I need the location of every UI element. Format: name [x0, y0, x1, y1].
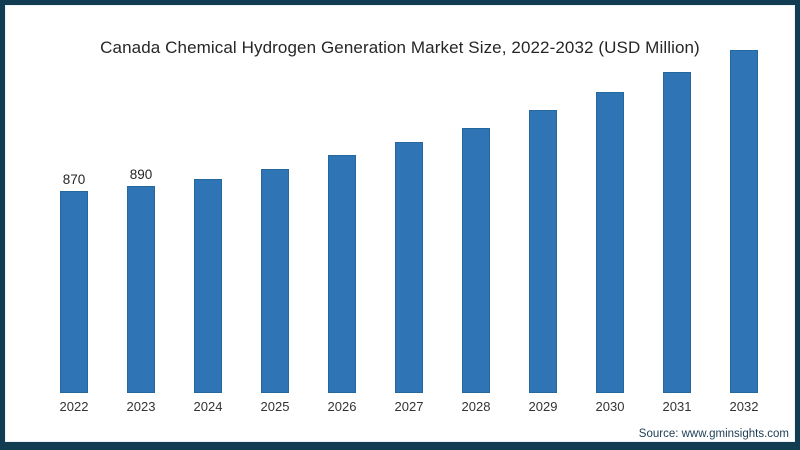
x-axis-label: 2029	[528, 399, 558, 414]
bar-column	[462, 128, 490, 393]
bar-column	[663, 72, 691, 393]
bar-column	[194, 179, 222, 393]
bar-2023	[127, 186, 155, 393]
bar-2026	[328, 155, 356, 393]
bar-2022	[60, 191, 88, 393]
bar-2029	[529, 110, 557, 393]
bar-column	[596, 92, 624, 393]
bar-2024	[194, 179, 222, 393]
source-text: Source: www.gminsights.com	[638, 428, 789, 440]
x-axis-label: 2028	[461, 399, 491, 414]
chart-area: Canada Chemical Hydrogen Generation Mark…	[5, 5, 795, 442]
x-axis-label: 2032	[729, 399, 759, 414]
bar-column	[261, 169, 289, 393]
x-axis-label: 2023	[126, 399, 156, 414]
bar-column	[529, 110, 557, 393]
x-axis-label: 2025	[260, 399, 290, 414]
x-axis-label: 2026	[327, 399, 357, 414]
bar-column	[395, 142, 423, 393]
chart-title: Canada Chemical Hydrogen Generation Mark…	[100, 38, 700, 57]
bar-2025	[261, 169, 289, 393]
x-axis-labels: 2022 2023 2024 2025 2026 2027 2028 2029 2030 2031…	[59, 399, 759, 414]
x-axis-label: 2030	[595, 399, 625, 414]
bar-column: 870	[60, 172, 88, 393]
bar-2032	[730, 50, 758, 393]
bar-value-label: 870	[62, 172, 86, 187]
x-axis-label: 2022	[59, 399, 89, 414]
bar-2027	[395, 142, 423, 393]
bar-column: 890	[127, 167, 155, 393]
x-axis-label: 2024	[193, 399, 223, 414]
bar-2028	[462, 128, 490, 393]
bar-value-label: 890	[129, 167, 153, 182]
bar-2030	[596, 92, 624, 393]
bar-column	[328, 155, 356, 393]
plot-columns: 870 890	[60, 5, 758, 393]
bar-2031	[663, 72, 691, 393]
x-axis-label: 2027	[394, 399, 424, 414]
bar-column	[730, 50, 758, 393]
x-axis-label: 2031	[662, 399, 692, 414]
